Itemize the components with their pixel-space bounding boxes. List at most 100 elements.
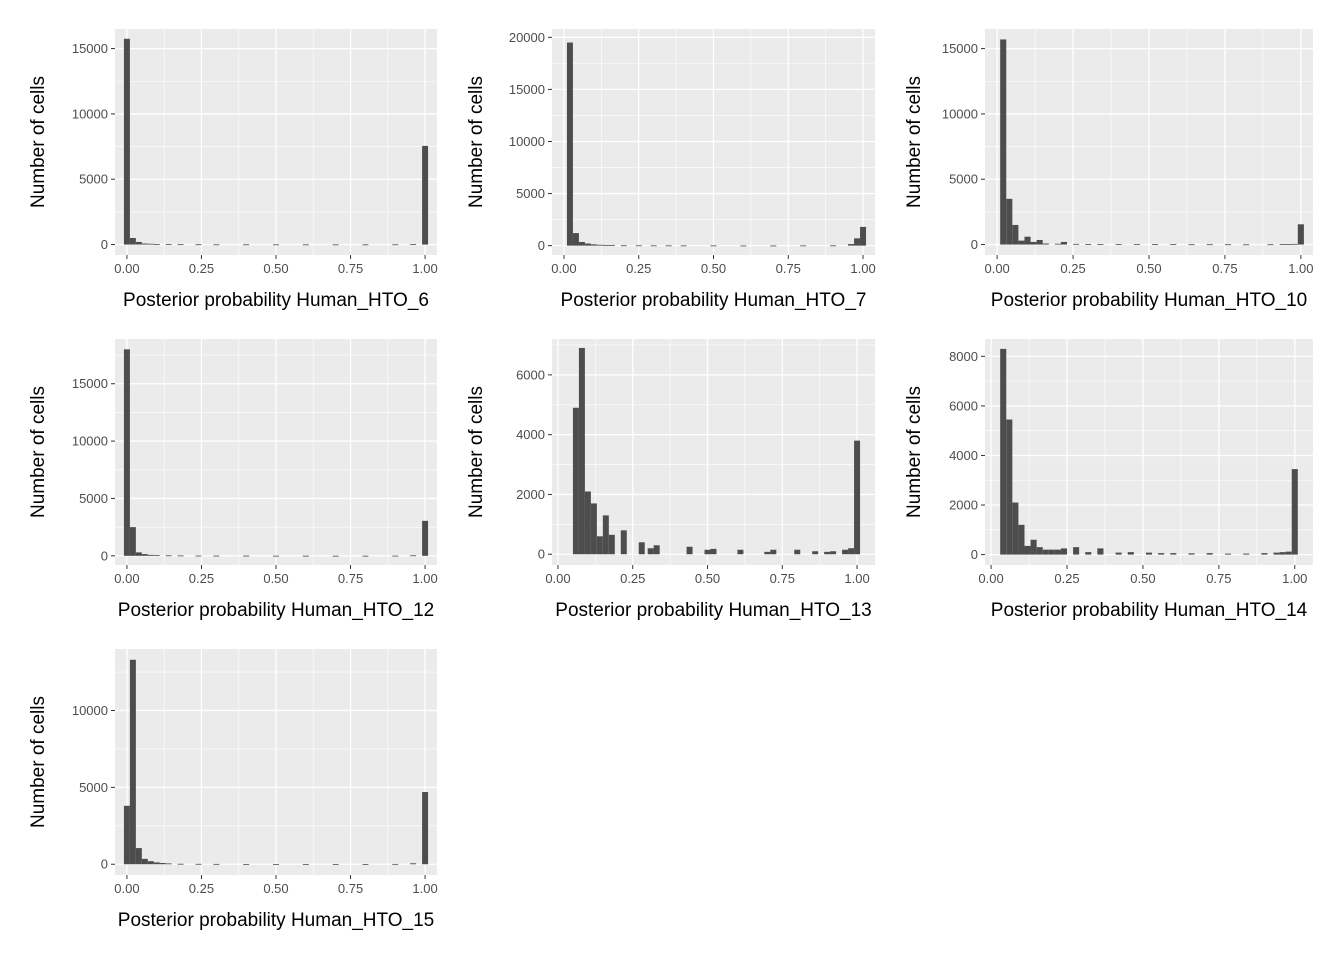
histogram-bar (213, 555, 220, 557)
histogram-bar (410, 555, 417, 557)
histogram-panel: 0.00 0.25 0.50 0.75 1.00 0 5000 10000 15000 Poste… (28, 339, 438, 621)
histogram-bar (770, 549, 777, 555)
histogram-panel: 0.00 0.25 0.50 0.75 1.00 0 5000 10000 15000 20000… (466, 29, 876, 311)
histogram-bar (273, 555, 279, 557)
x-axis-title: Posterior probability Human_HTO_10 (991, 290, 1307, 311)
histogram-bar (596, 244, 603, 246)
x-tick-label: 0.75 (338, 881, 363, 896)
histogram-bar (362, 555, 369, 557)
histogram-bar (1054, 549, 1061, 555)
histogram-bar (800, 245, 807, 247)
histogram-bar (141, 243, 148, 245)
histogram-bar (848, 548, 855, 555)
y-tick-label: 8000 (949, 349, 978, 364)
histogram-bar (1206, 553, 1213, 555)
y-tick-label: 5000 (79, 491, 108, 506)
histogram-bar (362, 244, 369, 246)
x-axis-title: Posterior probability Human_HTO_15 (118, 910, 434, 931)
histogram-bar (1000, 348, 1007, 555)
histogram-panel: 0.00 0.25 0.50 0.75 1.00 0 5000 10000 15000 Poste… (904, 29, 1314, 311)
x-tick-label: 0.75 (770, 571, 795, 586)
y-tick-label: 20000 (509, 30, 545, 45)
histogram-bar (1060, 548, 1067, 555)
x-tick-label: 0.50 (701, 261, 726, 276)
x-tick-label: 0.75 (338, 571, 363, 586)
histogram-bar (1243, 244, 1250, 246)
histogram-bar (650, 245, 657, 247)
histogram-bar (638, 542, 645, 555)
x-tick-label: 0.75 (776, 261, 801, 276)
histogram-bar (1085, 552, 1092, 555)
x-tick-label: 0.00 (545, 571, 570, 586)
histogram-bar (1267, 244, 1274, 246)
histogram-bar (590, 244, 597, 246)
histogram-bar (764, 551, 771, 555)
histogram-bar (410, 863, 417, 865)
histogram-bar (392, 244, 399, 246)
histogram-bar (1291, 243, 1298, 245)
histogram-bar (135, 241, 142, 245)
y-tick-label: 15000 (72, 376, 108, 391)
histogram-panel: 0.00 0.25 0.50 0.75 1.00 0 5000 10000 Posterior … (28, 649, 438, 931)
histogram-bar (1097, 548, 1104, 555)
histogram-bar (1012, 502, 1019, 555)
x-tick-label: 0.25 (189, 881, 214, 896)
histogram-bar (302, 555, 309, 557)
x-tick-label: 0.50 (1136, 261, 1161, 276)
y-tick-label: 6000 (949, 398, 978, 413)
histogram-bar (123, 805, 130, 865)
x-tick-label: 0.25 (189, 571, 214, 586)
histogram-bar (608, 245, 615, 247)
histogram-bar (572, 233, 579, 246)
y-tick-label: 5000 (516, 186, 545, 201)
x-tick-label: 1.00 (1288, 261, 1313, 276)
x-tick-label: 0.25 (189, 261, 214, 276)
y-tick-label: 15000 (72, 41, 108, 56)
histogram-bar (1036, 239, 1043, 245)
panel-background (552, 339, 875, 565)
histogram-bar (740, 245, 747, 247)
histogram-bar (1024, 545, 1031, 555)
histogram-bar (1012, 224, 1019, 245)
y-tick-label: 15000 (509, 82, 545, 97)
histogram-bar (1224, 553, 1231, 555)
histogram-bar (153, 862, 160, 865)
histogram-bar (273, 864, 279, 865)
histogram-bar (165, 863, 172, 865)
histogram-bar (1048, 549, 1055, 555)
histogram-bar (165, 555, 172, 557)
histogram-bar (1273, 552, 1280, 555)
y-tick-label: 0 (101, 857, 108, 872)
histogram-bar (129, 659, 136, 865)
histogram-bar (1279, 244, 1286, 245)
histogram-bar (710, 548, 717, 555)
histogram-bar (566, 42, 573, 246)
histogram-bar (123, 38, 130, 245)
histogram-bar (1158, 553, 1165, 555)
y-axis-title: Number of cells (28, 696, 49, 828)
y-tick-label: 6000 (516, 367, 545, 382)
histogram-bar (153, 555, 160, 556)
histogram-bar (1000, 39, 1007, 245)
histogram-bar (332, 244, 339, 246)
histogram-bar (243, 555, 250, 557)
y-tick-label: 10000 (72, 703, 108, 718)
histogram-bar (177, 555, 184, 557)
x-tick-label: 0.00 (114, 261, 139, 276)
histogram-bar (422, 145, 429, 245)
histogram-bar (653, 545, 660, 555)
y-tick-label: 0 (538, 238, 545, 253)
histogram-bar (848, 244, 855, 246)
histogram-bar (737, 549, 744, 555)
x-tick-label: 0.50 (263, 261, 288, 276)
x-tick-label: 0.50 (1130, 571, 1155, 586)
histogram-bar (1285, 551, 1292, 555)
x-tick-label: 0.25 (620, 571, 645, 586)
histogram-bar (572, 407, 579, 555)
histogram-bar (213, 863, 220, 865)
histogram-bar (1030, 241, 1037, 245)
histogram-bar (680, 245, 687, 247)
histogram-bar (1152, 244, 1159, 245)
histogram-bar (1024, 236, 1031, 245)
